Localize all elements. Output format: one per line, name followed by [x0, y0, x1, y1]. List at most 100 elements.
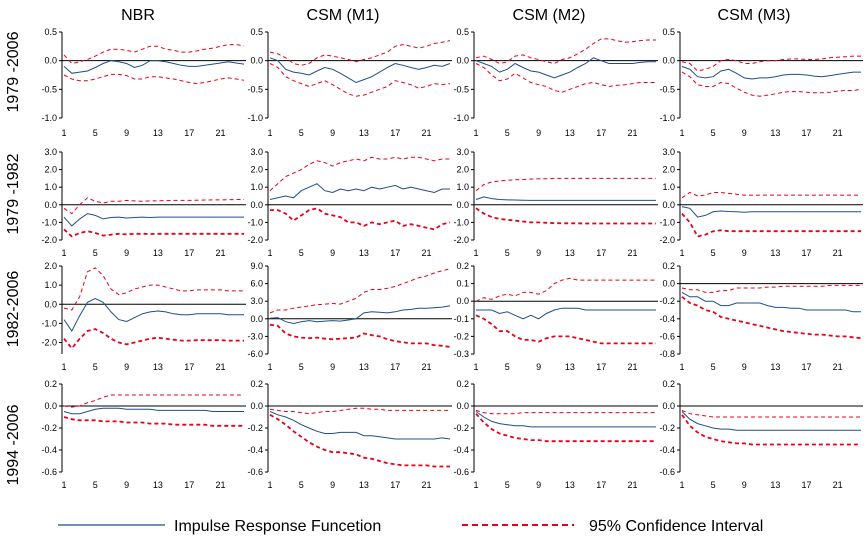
panel-r2-c2: 3.0 2.0 1.0 0.0 -1.0 -2.0 1 5 9 13 17 21	[247, 147, 452, 258]
ci-lower-line	[681, 414, 861, 446]
x-tick-label: 9	[536, 480, 541, 490]
x-tick-label: 9	[124, 362, 129, 372]
row-titles: 1979 -2006 1979 -1982 1982-2006 1994 -20…	[5, 31, 22, 485]
ci-lower-line	[63, 328, 244, 350]
x-tick-label: 17	[390, 248, 400, 258]
x-tick-label: 17	[184, 362, 194, 372]
y-tick-label: 0.0	[44, 401, 57, 411]
y-tick-label: -1.0	[247, 113, 263, 123]
x-tick-label: 21	[422, 362, 432, 372]
y-tick-label: 0.1	[456, 279, 469, 289]
x-tick-label: 9	[536, 248, 541, 258]
ci-lower-line	[475, 207, 656, 225]
y-tick-label: 1.0	[456, 182, 469, 192]
x-tick-label: 21	[216, 128, 226, 138]
x-tick-label: 21	[833, 248, 843, 258]
column-title-csm-m2: CSM (M2)	[513, 7, 586, 24]
x-tick-label: 9	[742, 128, 747, 138]
y-tick-label: -3.0	[247, 331, 263, 341]
x-tick-label: 5	[93, 480, 98, 490]
y-tick-label: 3.0	[662, 147, 675, 157]
x-tick-label: 1	[473, 362, 478, 372]
x-tick-label: 21	[628, 480, 638, 490]
x-tick-label: 17	[390, 128, 400, 138]
y-tick-label: 0.0	[662, 56, 675, 66]
y-tick-label: 3.0	[250, 296, 263, 306]
x-tick-label: 21	[422, 128, 432, 138]
y-tick-label: -0.6	[247, 467, 263, 477]
x-tick-label: 13	[565, 128, 575, 138]
y-tick-label: 2.0	[44, 165, 57, 175]
y-tick-label: 0.2	[662, 379, 675, 389]
y-tick-label: -1.0	[659, 113, 675, 123]
x-tick-label: 21	[628, 248, 638, 258]
y-tick-label: -0.2	[659, 296, 675, 306]
irf-line	[476, 307, 656, 320]
x-tick-label: 1	[679, 362, 684, 372]
y-tick-label: 0.0	[44, 56, 57, 66]
y-tick-label: -0.6	[659, 331, 675, 341]
y-tick-label: -0.8	[659, 349, 675, 359]
x-tick-label: 13	[153, 248, 163, 258]
y-tick-label: 0.5	[250, 27, 263, 37]
panel-r1-c2: 0.5 0.0 -0.5 -1.0 1 5 9 13 17 21	[247, 27, 452, 138]
x-tick-label: 1	[267, 362, 272, 372]
x-tick-label: 1	[473, 480, 478, 490]
x-tick-label: 1	[473, 128, 478, 138]
x-tick-label: 1	[61, 248, 66, 258]
x-tick-label: 17	[596, 248, 606, 258]
x-tick-label: 9	[124, 128, 129, 138]
x-tick-label: 5	[299, 248, 304, 258]
ci-lower-line	[63, 228, 244, 238]
x-tick-label: 9	[330, 480, 335, 490]
irf-line	[63, 213, 244, 227]
x-tick-label: 13	[359, 248, 369, 258]
x-tick-label: 21	[216, 248, 226, 258]
panel-r4-c1: 0.2 0.0 -0.2 -0.4 -0.6 1 5 9 13 17 21	[41, 379, 246, 490]
y-tick-label: -0.4	[453, 445, 469, 455]
ci-upper-line	[63, 197, 244, 215]
panel-r2-c3: 3.0 2.0 1.0 0.0 -1.0 -2.0 1 5 9 13 17 21	[453, 147, 658, 258]
ci-lower-line	[475, 63, 656, 93]
ci-upper-line	[681, 55, 861, 72]
ci-lower-line	[63, 416, 244, 427]
y-tick-label: 6.0	[250, 279, 263, 289]
x-tick-label: 13	[565, 248, 575, 258]
ci-lower-line	[681, 296, 862, 340]
y-tick-label: 0.0	[456, 296, 469, 306]
y-tick-label: 0.0	[662, 279, 675, 289]
irf-line	[269, 305, 451, 325]
y-tick-label: 3.0	[44, 147, 57, 157]
legend-irf-label: Impulse Response Funcetion	[174, 518, 381, 535]
y-tick-label: 0.0	[456, 200, 469, 210]
panel-r1-c3: 0.5 0.0 -0.5 -1.0 1 5 9 13 17 21	[453, 27, 658, 138]
panel-r4-c2: 0.2 0.0 -0.2 -0.4 -0.6 1 5 9 13 17 21	[247, 379, 452, 490]
panel-r2-c4: 3.0 2.0 1.0 0.0 -1.0 -2.0 1 5 9 13 17 21	[659, 147, 863, 258]
y-tick-label: -2.0	[41, 338, 57, 348]
x-tick-label: 9	[536, 128, 541, 138]
ci-upper-line	[681, 191, 861, 199]
x-tick-label: 21	[216, 362, 226, 372]
x-tick-label: 5	[505, 128, 510, 138]
row-title-1994-2006: 1994 -2006	[5, 404, 22, 485]
x-tick-label: 5	[299, 128, 304, 138]
y-tick-label: -0.4	[659, 445, 675, 455]
irf-line	[269, 411, 451, 440]
x-tick-label: 1	[473, 248, 478, 258]
y-tick-label: 9.0	[250, 261, 263, 271]
y-tick-label: 0.0	[662, 401, 675, 411]
x-tick-label: 5	[505, 248, 510, 258]
x-tick-label: 5	[93, 248, 98, 258]
irf-line	[681, 411, 861, 431]
x-tick-label: 9	[742, 248, 747, 258]
y-tick-label: 2.0	[44, 261, 57, 271]
ci-upper-line	[269, 268, 451, 314]
x-tick-label: 13	[359, 128, 369, 138]
row-title-1982-2006: 1982-2006	[5, 271, 22, 348]
column-titles: NBR CSM (M1) CSM (M2) CSM (M3)	[121, 7, 790, 24]
irf-line	[63, 60, 245, 74]
x-tick-label: 21	[422, 248, 432, 258]
y-tick-label: -0.6	[453, 467, 469, 477]
y-tick-label: -1.0	[453, 217, 469, 227]
y-tick-label: -1.0	[41, 113, 57, 123]
